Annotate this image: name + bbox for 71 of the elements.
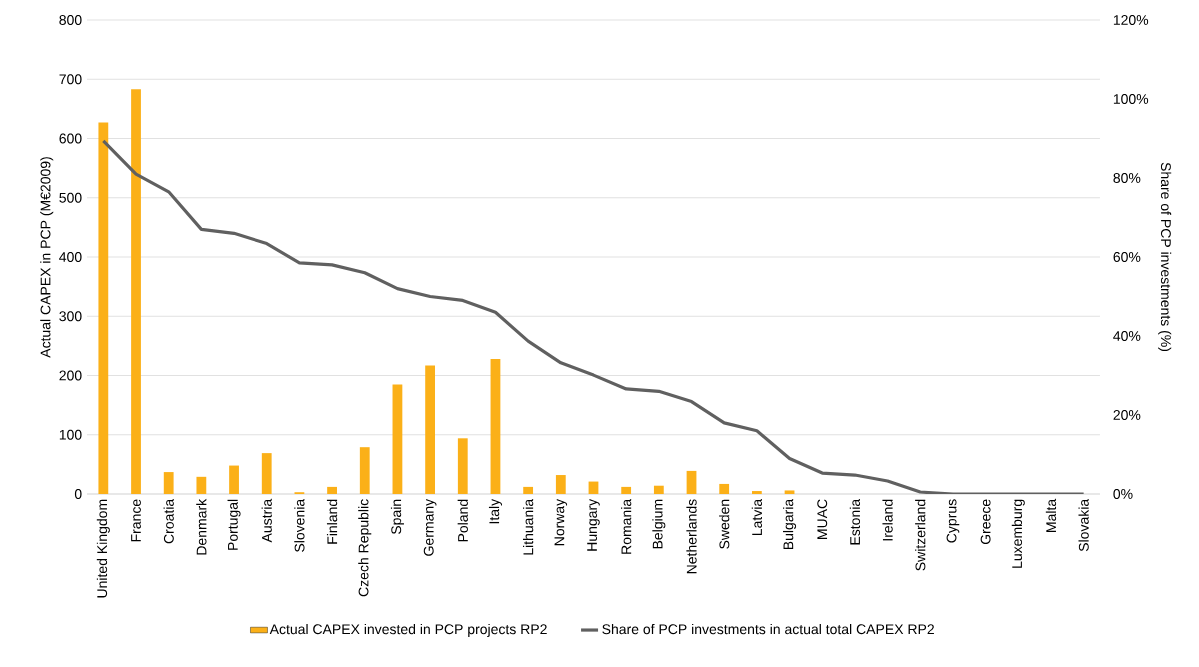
x-tick-label: Cyprus — [946, 499, 960, 543]
y-tick-label: 400 — [59, 252, 82, 262]
y2-tick-label: 0% — [1113, 489, 1133, 499]
x-tick-label: Malta — [1045, 498, 1057, 532]
y2-tick-label: 60% — [1113, 252, 1141, 262]
bar — [261, 453, 272, 494]
x-tick-label: Belgium — [652, 499, 666, 549]
x-tick-label: Norway — [554, 498, 568, 546]
x-tick-label: Luxemburg — [1011, 499, 1025, 568]
legend-label: Share of PCP investments in actual total CAPEX RP2 — [602, 623, 934, 635]
bar — [163, 472, 174, 494]
x-tick-label: Bulgaria — [783, 498, 797, 550]
bar — [425, 365, 436, 494]
x-tick-label: Romania — [621, 498, 632, 554]
bar — [751, 491, 762, 494]
bar — [392, 384, 403, 494]
y-axis-title: Actual CAPEX in PCP (M€2009) — [40, 157, 54, 358]
x-tick-label: Lithuania — [523, 498, 534, 555]
x-tick-label: Spain — [390, 499, 404, 535]
x-tick-label: Estonia — [849, 498, 861, 545]
y-tick-label: 500 — [59, 192, 82, 203]
x-tick-label: Slovakia — [1078, 498, 1089, 552]
x-tick-label: Greece — [980, 499, 991, 545]
x-tick-label: Hungary — [587, 498, 600, 551]
bar — [621, 486, 632, 494]
bar — [555, 475, 566, 494]
y-tick-label: 0 — [74, 489, 82, 499]
x-tick-label: Netherlands — [686, 499, 697, 574]
bar — [490, 358, 501, 494]
bar — [98, 122, 109, 494]
bar — [686, 470, 697, 494]
y-tick-label: 300 — [59, 311, 82, 322]
y-tick-label: 200 — [59, 370, 82, 381]
legend-label: Actual CAPEX invested in PCP projects RP2 — [269, 623, 547, 637]
bar — [653, 485, 664, 494]
bar — [327, 486, 337, 494]
bar — [457, 438, 468, 494]
x-tick-label: Croatia — [163, 498, 174, 544]
y2-tick-label: 20% — [1113, 410, 1141, 420]
x-tick-label: Ireland — [882, 499, 893, 541]
bar — [196, 476, 207, 494]
x-tick-label: Slovenia — [294, 498, 305, 552]
x-tick-label: Czech Republic — [358, 499, 372, 597]
bar — [523, 486, 534, 494]
bar — [719, 483, 730, 494]
y2-tick-label: 80% — [1113, 173, 1141, 183]
x-tick-label: Germany — [423, 498, 437, 556]
y-tick-label: 700 — [59, 74, 82, 85]
x-tick-label: United Kingdom — [96, 499, 110, 598]
x-tick-label: Poland — [457, 499, 468, 542]
x-tick-label: Italy — [488, 498, 502, 524]
y-tick-label: 100 — [59, 429, 82, 440]
y2-tick-label: 120% — [1113, 15, 1149, 25]
x-tick-label: Latvia — [751, 498, 763, 536]
bar — [784, 490, 795, 494]
y2-tick-label: 100% — [1113, 94, 1149, 104]
x-tick-label: France — [131, 499, 141, 542]
y-tick-label: 800 — [59, 15, 82, 25]
y2-tick-label: 40% — [1113, 331, 1141, 341]
x-tick-label: Finland — [326, 499, 338, 544]
bar — [359, 447, 370, 494]
x-tick-label: Austria — [261, 498, 272, 543]
bar — [229, 465, 239, 494]
x-tick-label: Switzerland — [915, 499, 926, 571]
x-tick-label: Sweden — [719, 499, 730, 549]
x-tick-label: Portugal — [227, 499, 241, 550]
x-tick-label: MUAC — [817, 499, 828, 539]
bar — [131, 89, 141, 494]
x-tick-label: Denmark — [196, 498, 207, 555]
y2-axis-title: Share of PCP investments (%) — [1158, 162, 1172, 352]
y-tick-label: 600 — [59, 133, 82, 144]
